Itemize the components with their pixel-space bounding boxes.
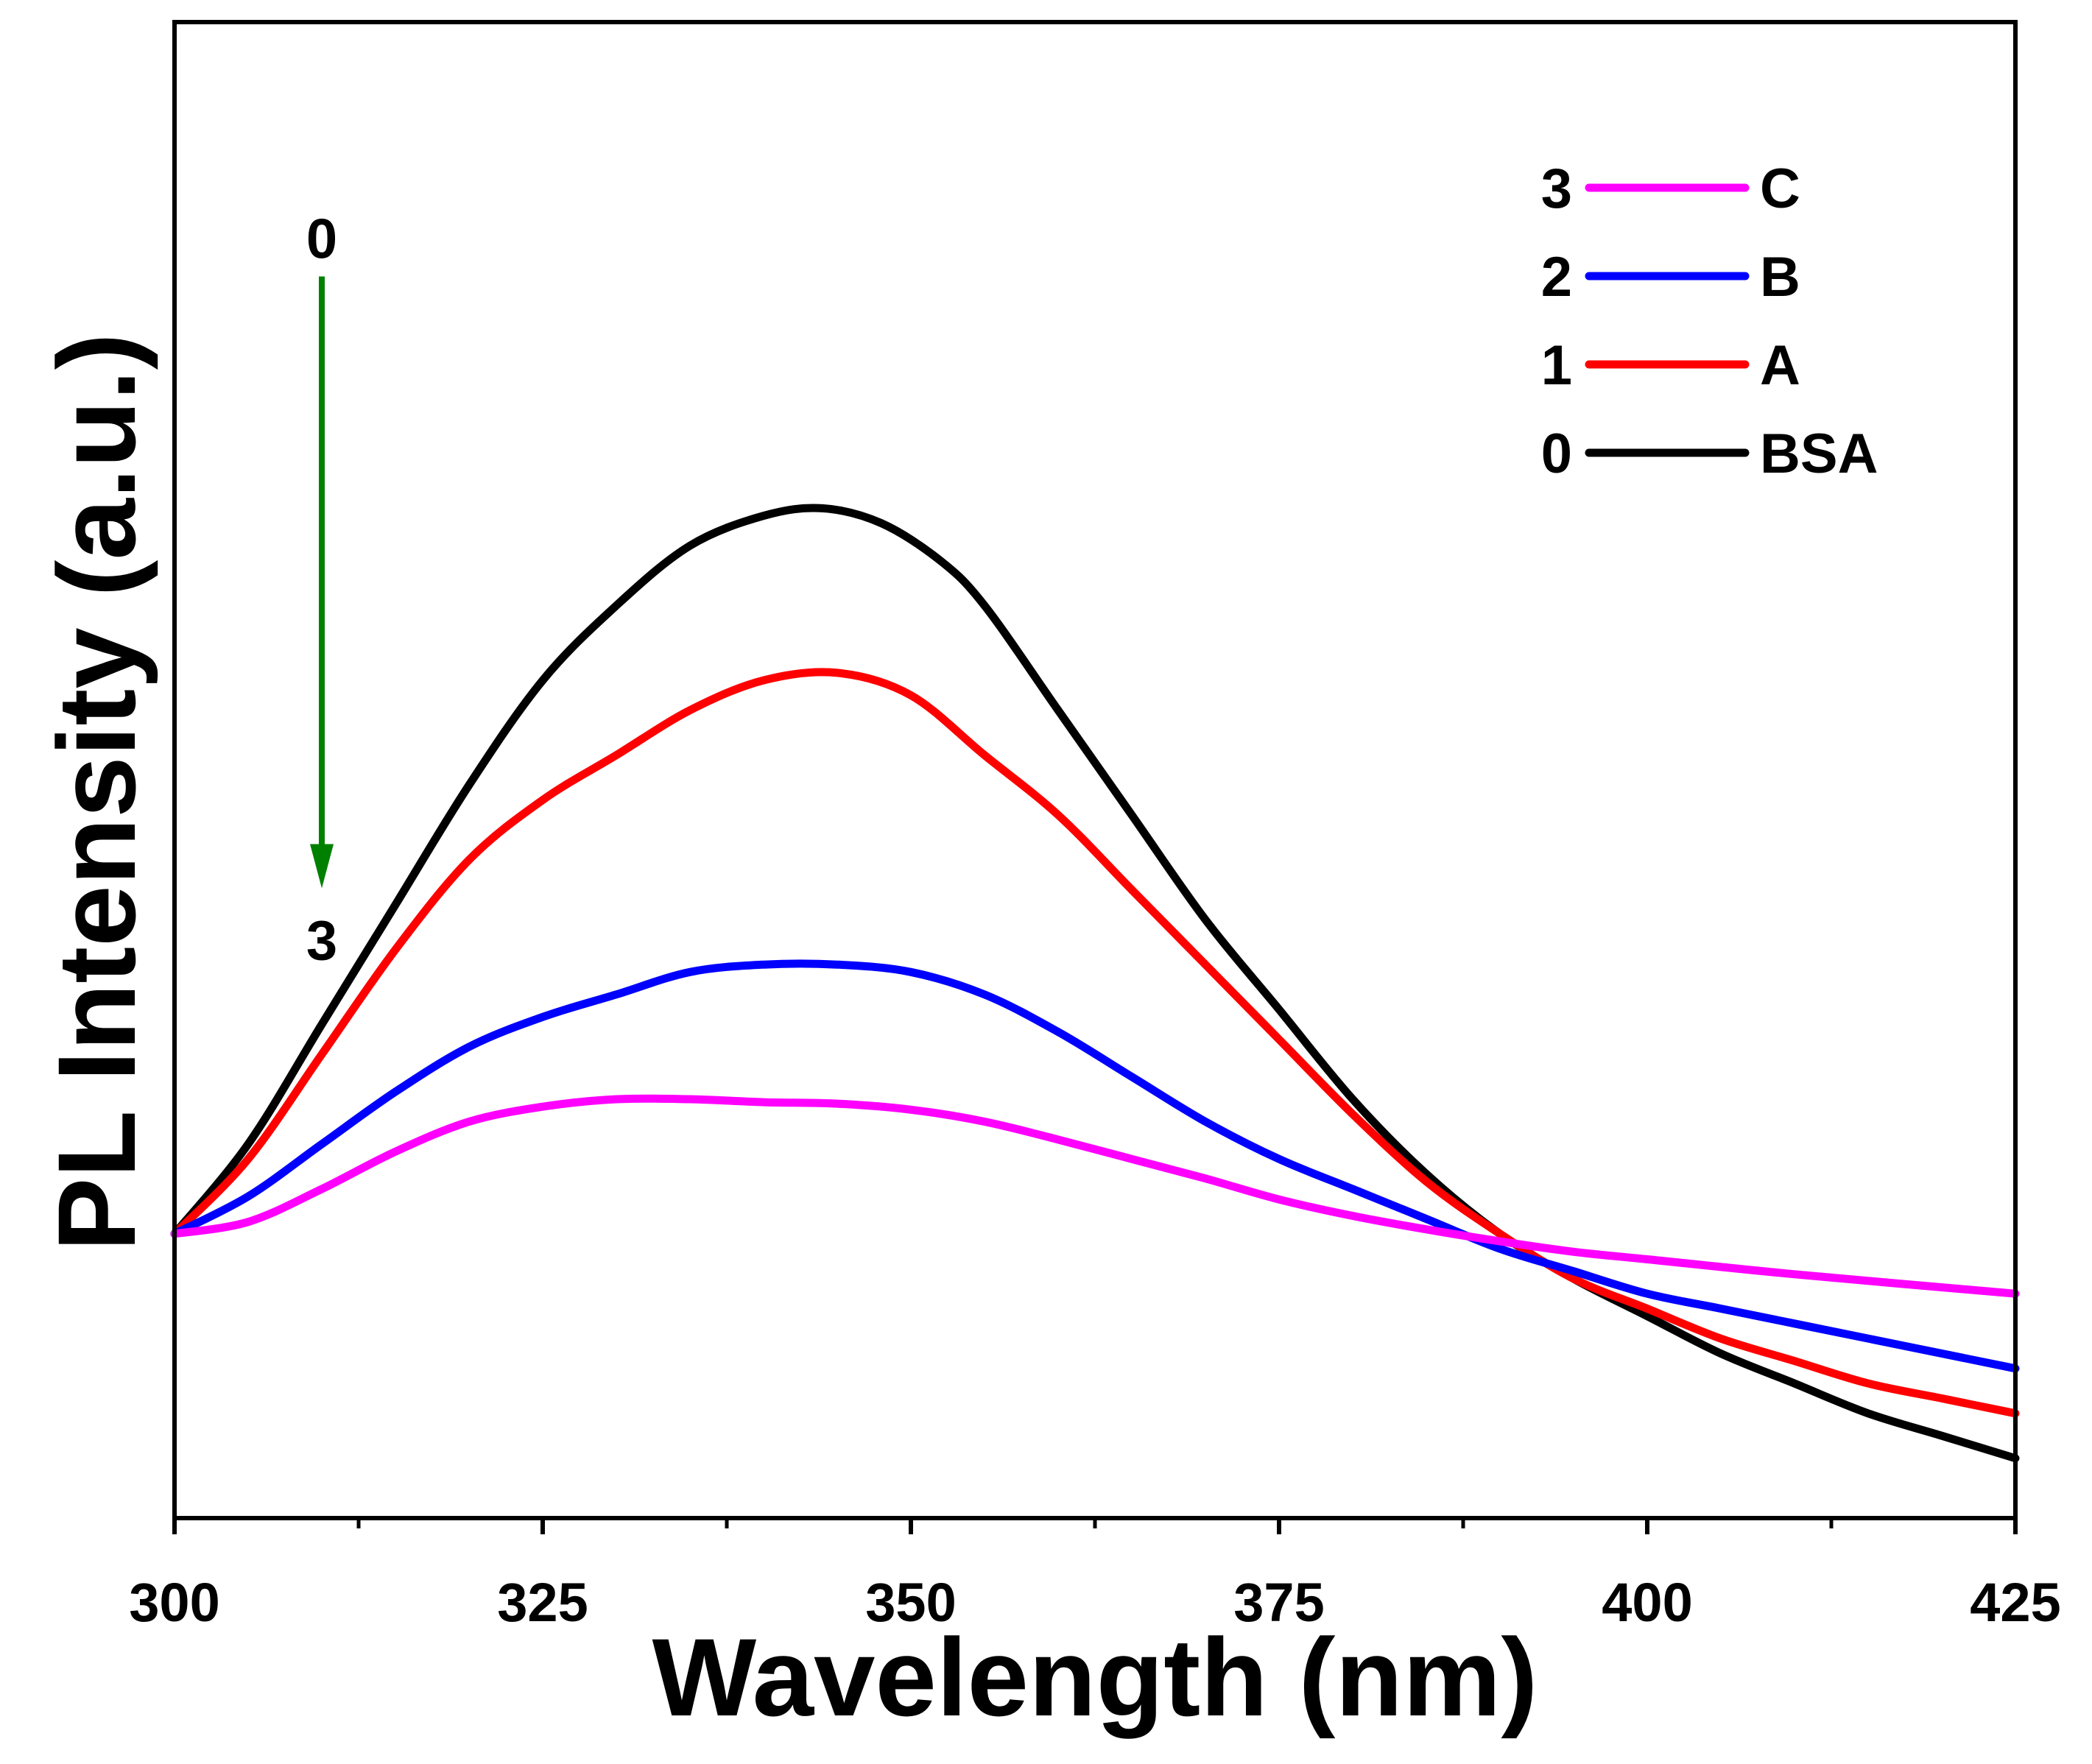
series-line-b — [170, 959, 2020, 1373]
intensity-arrow-annotation: 03 — [306, 208, 337, 972]
legend-index: 2 — [1541, 246, 1572, 308]
series-layer — [170, 504, 2020, 1463]
series-line-a — [170, 668, 2020, 1418]
legend-index: 0 — [1541, 423, 1572, 485]
series-line-c — [170, 1094, 2020, 1298]
legend-index: 3 — [1541, 158, 1572, 220]
legend-label: BSA — [1760, 423, 1878, 485]
arrow-head — [310, 844, 334, 889]
legend-label: A — [1760, 334, 1800, 397]
legend-label: C — [1760, 158, 1800, 220]
x-tick-label: 300 — [129, 1572, 219, 1633]
series-line-bsa — [170, 504, 2020, 1463]
legend-index: 1 — [1541, 334, 1572, 397]
arrow-end-label: 3 — [306, 910, 337, 973]
legend: 3 C2 B1 A0 BSA — [1541, 158, 1878, 485]
y-axis-title: PL Intensity (a.u.) — [35, 333, 158, 1251]
x-tick-label: 325 — [497, 1572, 588, 1633]
legend-label: B — [1760, 246, 1800, 308]
legend-item-bsa: 0 BSA — [1541, 423, 1878, 485]
x-tick-label: 350 — [865, 1572, 956, 1633]
x-tick-label: 425 — [1970, 1572, 2060, 1633]
x-tick-label: 375 — [1233, 1572, 1324, 1633]
x-axis: 300 325 350 375 400 425 — [129, 1518, 2061, 1633]
x-tick-label: 400 — [1602, 1572, 1692, 1633]
arrow-start-label: 0 — [306, 208, 337, 270]
x-axis-title: Wavelength (nm) — [652, 1615, 1538, 1739]
